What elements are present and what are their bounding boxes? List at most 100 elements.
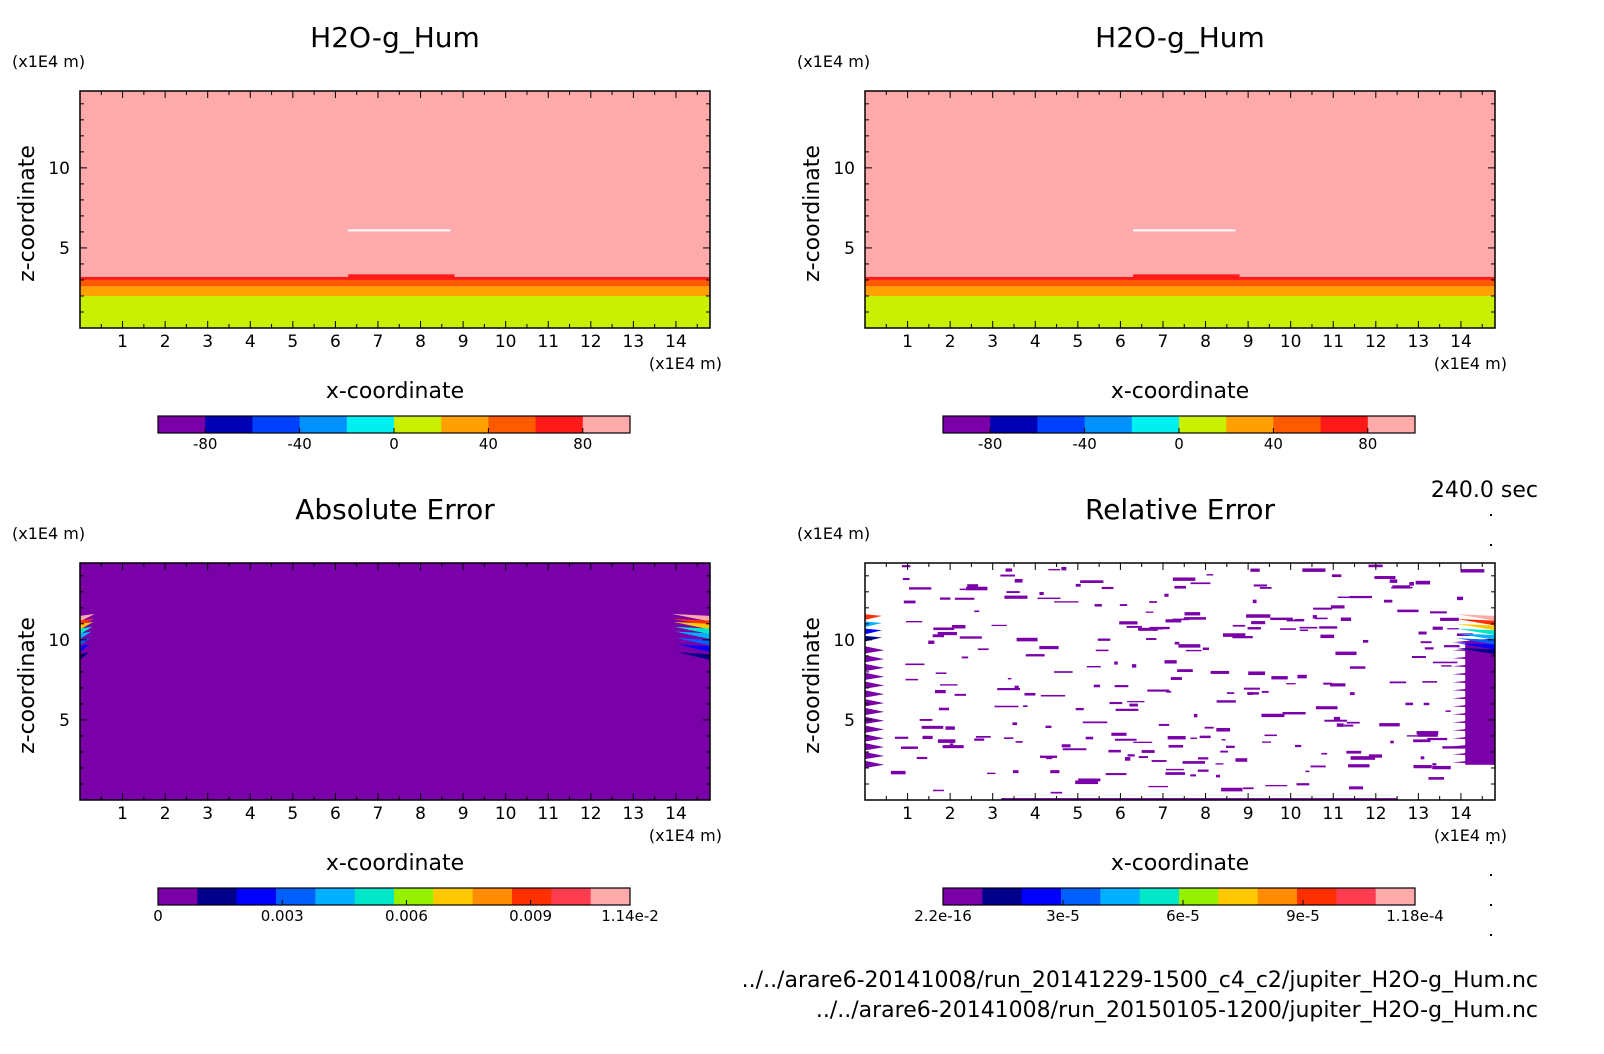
error-patch [1221,739,1226,741]
error-patch [1050,791,1063,794]
field-background [80,563,710,800]
colorbar-segment [205,416,253,433]
error-patch [1457,596,1464,601]
error-feature [1456,647,1495,655]
error-feature [865,628,883,635]
error-patch [937,739,956,743]
x-unit-label: (x1E4 m) [1434,354,1507,373]
x-tick-label: 12 [1365,332,1387,352]
error-feature [865,716,885,724]
error-feature [865,646,885,654]
error-patch [1119,621,1138,625]
error-patch [1392,585,1410,589]
error-patch [949,743,954,746]
error-patch [1432,763,1437,766]
error-patch [1061,566,1067,571]
colorbar-segment [1297,888,1337,905]
error-patch [961,656,969,659]
error-patch [1151,760,1167,762]
error-patch [1447,628,1459,630]
error-feature [1456,638,1495,645]
x-tick-label: 14 [665,804,687,824]
x-unit-label: (x1E4 m) [649,826,722,845]
error-patch [1253,584,1268,587]
error-patch [1119,604,1128,607]
error-patch [1420,641,1432,644]
error-feature [865,690,885,698]
error-feature [865,725,885,733]
error-patch [1075,707,1084,711]
colorbar-segment [354,888,395,905]
error-patch [1138,629,1158,631]
error-patch [1108,749,1121,753]
error-patch [1039,592,1044,596]
error-patch [1133,741,1153,743]
error-feature [865,681,885,689]
error-patch [1413,765,1432,769]
plot-frame [864,562,1496,801]
error-patch [1443,645,1460,648]
error-patch [1158,723,1170,726]
colorbar-segment [1320,416,1369,433]
error-patch [1348,786,1364,790]
error-feature [80,644,90,652]
x-tick-label: 4 [1030,332,1041,352]
error-patch [1166,768,1184,771]
error-patch [1251,621,1266,625]
error-patch [1409,582,1414,586]
colorbar-label: 0 [389,435,399,453]
error-patch [1335,651,1357,656]
error-patch [916,756,928,760]
colorbar-segment [236,888,277,905]
error-patch [940,684,958,686]
colorbar-segment [433,888,474,905]
error-patch [1048,568,1061,571]
error-patch [1094,603,1102,607]
error-patch [1190,582,1211,585]
error-feature [674,626,710,635]
error-patch [954,597,975,600]
error-patch [1247,627,1261,630]
colorbar-segment [197,888,238,905]
error-patch [1411,655,1426,659]
x-tick-label: 5 [287,332,298,352]
error-patch [1078,778,1101,782]
error-patch [1206,574,1214,576]
chart-title: H2O-g_Hum [310,21,480,54]
error-patch [1165,619,1182,623]
field-band [865,91,1495,277]
x-tick-label: 8 [415,804,426,824]
error-feature [1456,633,1495,640]
error-patch [903,600,916,604]
error-patch [1215,763,1224,765]
error-patch [1168,744,1184,748]
error-patch [1264,734,1277,737]
error-patch [1172,577,1196,581]
error-patch [1261,713,1285,718]
error-patch [1330,683,1346,687]
error-patch [1320,634,1335,639]
x-tick-label: 9 [1243,332,1254,352]
x-tick-label: 2 [160,804,171,824]
y-axis-label: z-coordinate [15,145,40,282]
error-feature [675,631,710,640]
error-patch [1346,750,1362,754]
colorbar-segment [1131,416,1180,433]
colorbar-segment [1021,888,1062,905]
colorbar: -80 -40 0 40 80 [942,415,1416,453]
colorbar-segment [441,416,489,433]
chart-title: Relative Error [1085,493,1276,526]
colorbar-segment [1084,416,1133,433]
x-tick-label: 3 [202,804,213,824]
error-patch [1220,750,1229,753]
footer-file-2: ../../arare6-20141008/run_20150105-1200/… [815,998,1538,1023]
error-patch [900,746,918,749]
field-band [865,286,1495,296]
colorbar-segment [1367,416,1416,433]
error-patch [1147,689,1170,692]
y-axis-label: z-coordinate [800,617,825,754]
error-patch [1299,629,1308,632]
margin-dot [1490,874,1492,876]
chart-title: Absolute Error [295,493,495,526]
